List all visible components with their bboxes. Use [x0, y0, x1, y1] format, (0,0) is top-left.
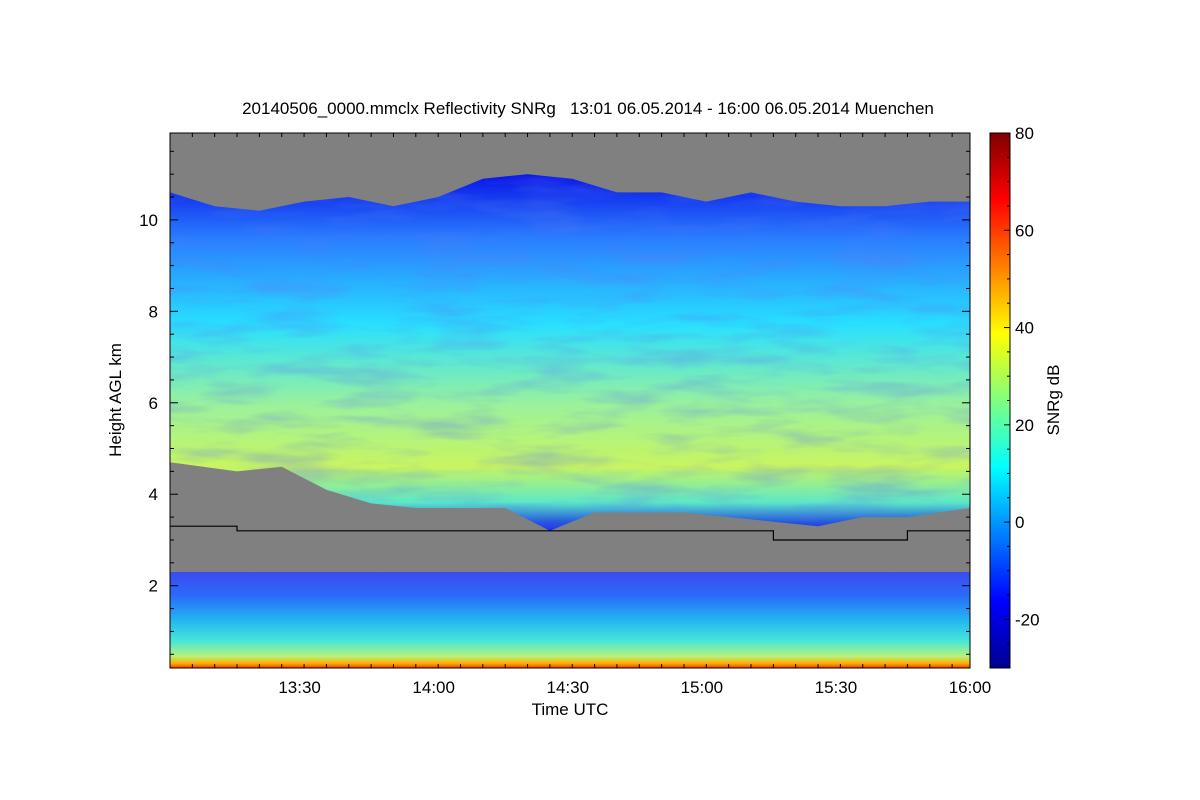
- colorbar-tick-label: 40: [1015, 319, 1034, 338]
- x-tick-label: 16:00: [949, 678, 992, 697]
- cloud-texture: [170, 174, 970, 531]
- y-tick-label: 6: [149, 394, 158, 413]
- x-tick-label: 15:30: [815, 678, 858, 697]
- reference-line: [170, 525, 970, 541]
- colorbar-tick-label: 20: [1015, 416, 1034, 435]
- y-tick-label: 10: [139, 211, 158, 230]
- colorbar-label: SNRg dB: [1044, 365, 1063, 436]
- plot-area: [170, 133, 970, 668]
- y-tick-label: 4: [149, 485, 158, 504]
- x-tick-label: 14:30: [546, 678, 589, 697]
- x-axis-label: Time UTC: [532, 700, 609, 719]
- x-tick-label: 15:00: [681, 678, 724, 697]
- y-axis: 2 4 6 8 10: [139, 150, 970, 655]
- x-tick-label: 13:30: [278, 678, 321, 697]
- y-tick-label: 2: [149, 577, 158, 596]
- x-tick-label: 14:00: [412, 678, 455, 697]
- y-tick-label: 8: [149, 302, 158, 321]
- colorbar-tick-label: 60: [1015, 221, 1034, 240]
- boundary-layer-echo: [170, 571, 970, 668]
- colorbar-tick-label: 0: [1015, 513, 1024, 532]
- x-axis: 13:30 14:00 14:30 15:00 15:30 16:00: [191, 133, 992, 697]
- colorbar-tick-label: -20: [1015, 610, 1040, 629]
- colorbar-tick-label: 80: [1015, 124, 1034, 143]
- plot-frame: [169, 132, 971, 669]
- chart-title: 20140506_0000.mmclx Reflectivity SNRg 13…: [242, 99, 934, 118]
- y-axis-label: Height AGL km: [106, 343, 125, 457]
- colorbar-axis: -20 0 20 40 60 80: [1004, 124, 1040, 669]
